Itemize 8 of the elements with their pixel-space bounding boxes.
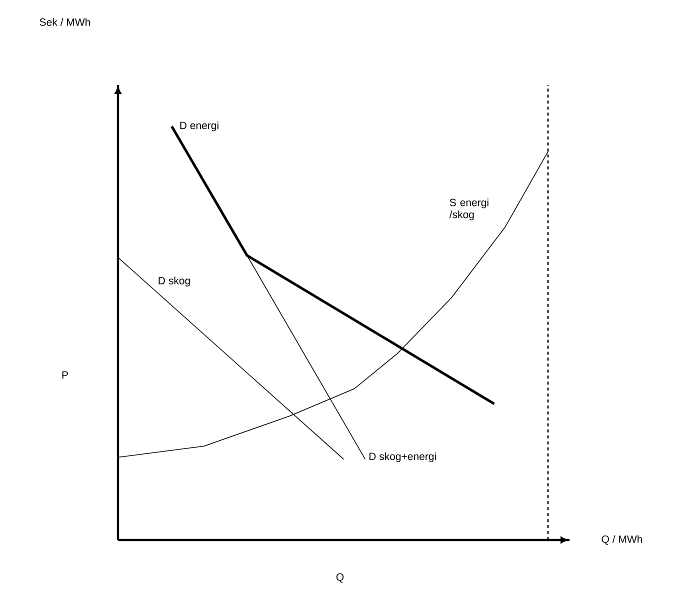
text: Sek / MWh (40, 18, 90, 26)
text: Q / MWh (602, 535, 642, 545)
series-label: D skog (158, 276, 190, 286)
series-label: S energi /skog (449, 198, 488, 220)
series-label: D energi (180, 121, 218, 132)
x-axis-title: Q (336, 573, 344, 583)
series-label: D skog+energi (369, 452, 436, 462)
y-axis-title: P (62, 371, 68, 379)
